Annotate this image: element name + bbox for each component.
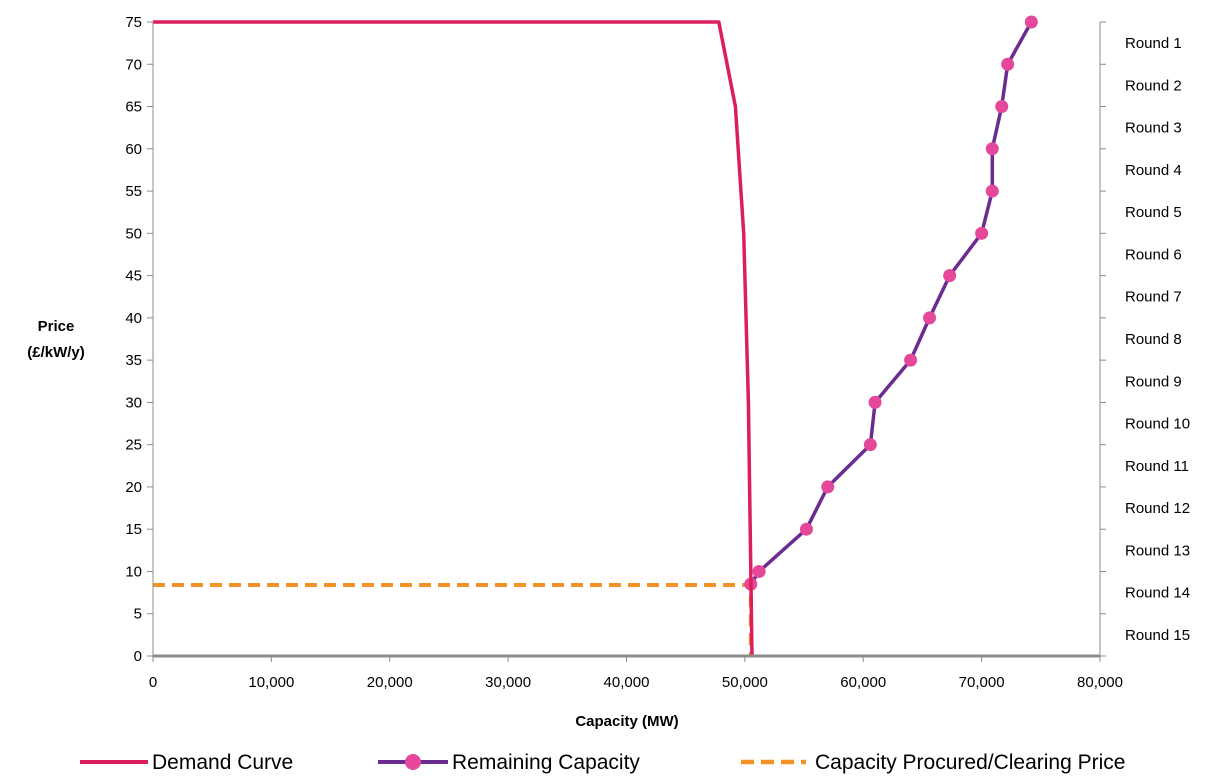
demand-curve-line xyxy=(153,20,754,657)
y-tick-label: 70 xyxy=(125,56,142,73)
remaining-capacity-marker xyxy=(799,522,813,536)
secondary-axis-label: Round 7 xyxy=(1125,289,1182,306)
y-tick-label: 65 xyxy=(125,99,142,116)
capacity-procured-clearing-price-legend-label: Capacity Procured/Clearing Price xyxy=(815,751,1125,774)
y-tick-label: 75 xyxy=(125,14,142,31)
remaining-capacity-marker xyxy=(985,142,999,156)
x-tick-label: 30,000 xyxy=(485,674,531,691)
y-tick-label: 50 xyxy=(125,225,142,242)
plot-lines xyxy=(153,15,1038,657)
legend: Demand Curve Remaining Capacity Capacity P… xyxy=(80,751,1125,774)
y-tick-label: 20 xyxy=(125,479,142,496)
remaining-capacity-marker xyxy=(868,395,882,409)
y-axis-title-line2: (£/kW/y) xyxy=(27,344,85,361)
secondary-axis-label: Round 5 xyxy=(1125,204,1182,221)
secondary-axis-labels: Round 1 Round 2 Round 3 Round 4 Round 5 Round… xyxy=(1125,35,1190,644)
secondary-axis-label: Round 2 xyxy=(1125,77,1182,94)
secondary-axis-label: Round 6 xyxy=(1125,246,1182,263)
x-axis-title: Capacity (MW) xyxy=(575,713,678,730)
y-tick-label: 60 xyxy=(125,141,142,158)
secondary-axis-label: Round 3 xyxy=(1125,120,1182,137)
remaining-capacity-marker xyxy=(975,226,989,240)
secondary-axis-label: Round 8 xyxy=(1125,331,1182,348)
x-tick-label: 50,000 xyxy=(722,674,768,691)
y-axis-title-line1: Price xyxy=(38,318,75,335)
secondary-axis-label: Round 15 xyxy=(1125,627,1190,644)
y-tick-label: 5 xyxy=(134,606,142,623)
x-tick-label: 70,000 xyxy=(959,674,1005,691)
remaining-capacity-marker xyxy=(995,100,1009,114)
y-tick-labels: 0 5 10 15 20 25 30 35 40 45 50 55 60 65 70 75 xyxy=(125,14,142,665)
demand-curve-legend-label: Demand Curve xyxy=(152,751,293,774)
secondary-axis-label: Round 12 xyxy=(1125,500,1190,517)
remaining-capacity-marker xyxy=(821,480,835,494)
remaining-capacity-line xyxy=(749,21,1033,586)
remaining-capacity-marker xyxy=(1024,15,1038,29)
remaining-capacity-marker xyxy=(1001,57,1015,71)
y-tick-label: 40 xyxy=(125,310,142,327)
y-tick-label: 35 xyxy=(125,352,142,369)
x-tick-label: 80,000 xyxy=(1077,674,1123,691)
remaining-capacity-marker xyxy=(923,311,937,325)
secondary-axis-label: Round 14 xyxy=(1125,585,1190,602)
secondary-axis-label: Round 13 xyxy=(1125,542,1190,559)
y-tick-label: 25 xyxy=(125,437,142,454)
axes xyxy=(147,21,1106,662)
secondary-axis-label: Round 10 xyxy=(1125,416,1190,433)
y-tick-label: 15 xyxy=(125,521,142,538)
x-tick-label: 0 xyxy=(149,674,157,691)
remaining-capacity-marker xyxy=(985,184,999,198)
remaining-capacity-marker xyxy=(863,438,877,452)
secondary-axis-label: Round 1 xyxy=(1125,35,1182,52)
y-tick-label: 45 xyxy=(125,268,142,285)
secondary-axis-label: Round 9 xyxy=(1125,373,1182,390)
y-tick-label: 0 xyxy=(134,648,142,665)
x-tick-label: 10,000 xyxy=(248,674,294,691)
remaining-capacity-legend-label: Remaining Capacity xyxy=(452,751,640,774)
y-tick-label: 10 xyxy=(125,563,142,580)
x-tick-labels: 0 10,000 20,000 30,000 40,000 50,000 60,000 70,… xyxy=(149,674,1123,691)
capacity-procured-clearing-price-line xyxy=(153,583,753,656)
remaining-capacity-legend-marker xyxy=(405,754,421,770)
secondary-axis-label: Round 4 xyxy=(1125,162,1182,179)
secondary-axis-label: Round 11 xyxy=(1125,458,1189,475)
x-tick-label: 20,000 xyxy=(367,674,413,691)
x-tick-label: 60,000 xyxy=(840,674,886,691)
y-tick-label: 30 xyxy=(125,394,142,411)
remaining-capacity-marker xyxy=(752,564,766,578)
y-tick-label: 55 xyxy=(125,183,142,200)
remaining-capacity-marker xyxy=(904,353,918,367)
remaining-capacity-marker xyxy=(943,269,957,283)
x-tick-label: 40,000 xyxy=(604,674,650,691)
